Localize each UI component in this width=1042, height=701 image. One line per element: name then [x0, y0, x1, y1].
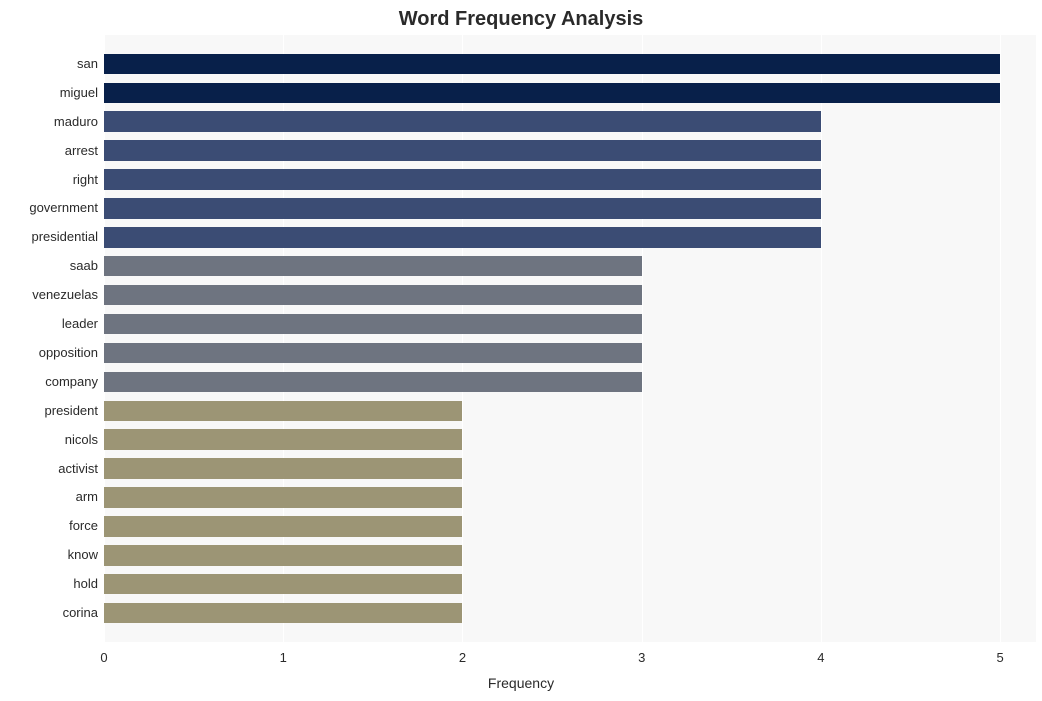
y-tick-label: saab [0, 256, 98, 276]
bar [104, 198, 821, 219]
bar [104, 603, 462, 624]
y-tick-label: company [0, 372, 98, 392]
y-tick-label: right [0, 170, 98, 190]
plot-area [104, 35, 1036, 642]
y-tick-label: activist [0, 459, 98, 479]
y-tick-label: corina [0, 603, 98, 623]
y-tick-label: force [0, 516, 98, 536]
bar [104, 401, 462, 422]
y-tick-label: maduro [0, 112, 98, 132]
grid-line [821, 35, 822, 642]
bar [104, 140, 821, 161]
x-tick-label: 1 [280, 650, 287, 665]
y-tick-label: know [0, 545, 98, 565]
bar [104, 516, 462, 537]
x-tick-label: 4 [817, 650, 824, 665]
y-tick-label: nicols [0, 430, 98, 450]
x-tick-label: 0 [100, 650, 107, 665]
bar [104, 372, 642, 393]
bar [104, 458, 462, 479]
bar [104, 545, 462, 566]
y-tick-label: government [0, 198, 98, 218]
bar [104, 83, 1000, 104]
y-tick-label: opposition [0, 343, 98, 363]
x-tick-label: 3 [638, 650, 645, 665]
x-tick-label: 5 [997, 650, 1004, 665]
chart-container: Word Frequency Analysis Frequency 0 1 2 3 4 5… [0, 0, 1042, 701]
bar [104, 343, 642, 364]
x-axis-label: Frequency [0, 675, 1042, 691]
bar [104, 169, 821, 190]
bar [104, 487, 462, 508]
bar [104, 256, 642, 277]
bar [104, 429, 462, 450]
y-tick-label: president [0, 401, 98, 421]
y-tick-label: venezuelas [0, 285, 98, 305]
chart-title: Word Frequency Analysis [0, 8, 1042, 31]
bar [104, 227, 821, 248]
bar [104, 54, 1000, 75]
bar [104, 574, 462, 595]
x-tick-label: 2 [459, 650, 466, 665]
grid-line [1000, 35, 1001, 642]
bar [104, 285, 642, 306]
y-tick-label: miguel [0, 83, 98, 103]
bar [104, 111, 821, 132]
y-tick-label: san [0, 54, 98, 74]
y-tick-label: arrest [0, 141, 98, 161]
bar [104, 314, 642, 335]
y-tick-label: hold [0, 574, 98, 594]
y-tick-label: leader [0, 314, 98, 334]
y-tick-label: arm [0, 487, 98, 507]
y-tick-label: presidential [0, 227, 98, 247]
